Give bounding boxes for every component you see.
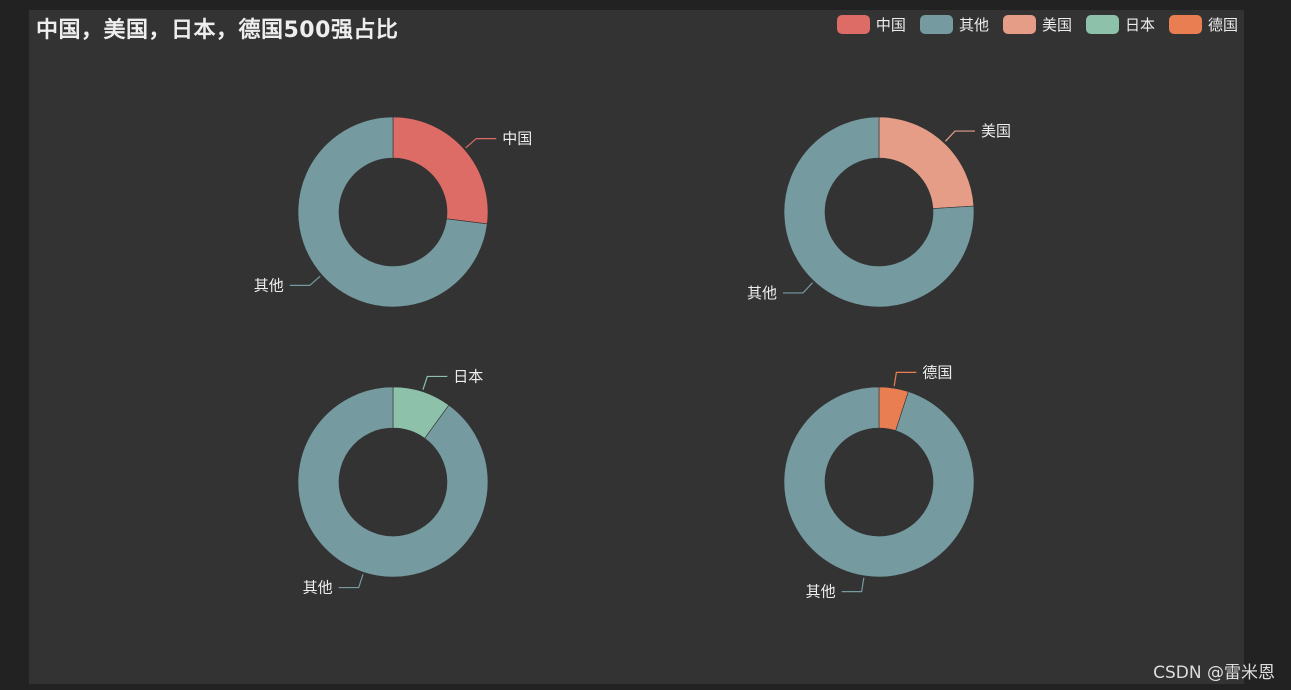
label-line: [465, 137, 497, 149]
legend-item-germany[interactable]: 德国: [1168, 14, 1238, 35]
legend-item-other[interactable]: 其他: [919, 14, 989, 35]
slice-label: 其他: [806, 583, 836, 601]
slice-label: 德国: [922, 363, 952, 381]
label-line: [841, 577, 865, 593]
legend-label: 日本: [1124, 16, 1155, 34]
pie-slice[interactable]: [783, 386, 975, 578]
legend-item-china[interactable]: 中国: [836, 14, 906, 35]
pie-slice[interactable]: [297, 386, 489, 578]
label-line: [338, 574, 364, 589]
label-line: [893, 371, 917, 387]
chart-title: 中国，美国，日本，德国500强占比: [36, 18, 399, 43]
legend-item-japan[interactable]: 日本: [1085, 14, 1155, 35]
label-line: [944, 130, 975, 142]
legend-label: 中国: [875, 16, 906, 34]
label-line: [783, 282, 814, 294]
chart-panel: 中国，美国，日本，德国500强占比 中国 其他 美国 日本 德国: [29, 10, 1244, 684]
slice-label: 其他: [254, 276, 284, 294]
pie-slice[interactable]: [297, 116, 488, 308]
legend-label: 美国: [1041, 16, 1072, 34]
legend-swatch: [1002, 15, 1036, 34]
legend: 中国 其他 美国 日本 德国: [823, 14, 1238, 35]
slice-label: 日本: [453, 367, 483, 385]
slice-label: 美国: [981, 122, 1011, 140]
watermark: CSDN @雷米恩: [1153, 663, 1275, 683]
legend-swatch: [836, 15, 870, 34]
legend-swatch: [919, 15, 953, 34]
legend-label: 其他: [958, 16, 989, 34]
pie-slice[interactable]: [783, 116, 975, 308]
legend-swatch: [1168, 15, 1202, 34]
slice-label: 中国: [502, 130, 532, 148]
label-line: [422, 375, 448, 390]
legend-label: 德国: [1207, 16, 1238, 34]
pie-slice[interactable]: [392, 116, 489, 225]
legend-swatch: [1085, 15, 1119, 34]
slice-label: 其他: [303, 579, 333, 597]
slice-label: 其他: [747, 284, 777, 302]
label-line: [289, 275, 321, 287]
legend-item-usa[interactable]: 美国: [1002, 14, 1072, 35]
